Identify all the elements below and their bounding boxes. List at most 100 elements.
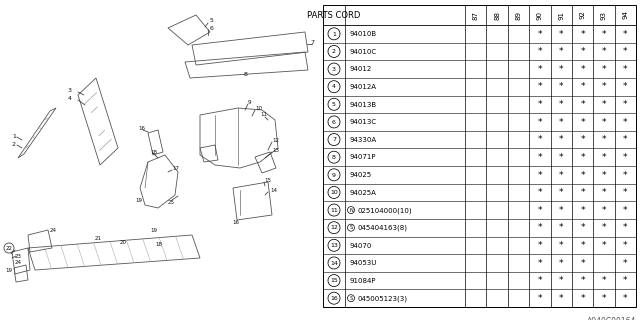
Text: *: * (602, 153, 606, 162)
Bar (323, 5, 636, 307)
Text: 94010C: 94010C (350, 49, 377, 55)
Text: *: * (580, 171, 585, 180)
Text: *: * (602, 47, 606, 56)
Text: 15: 15 (330, 278, 338, 284)
Text: 025104000(10): 025104000(10) (357, 207, 412, 214)
Text: 6: 6 (332, 120, 336, 125)
Text: 91084P: 91084P (350, 278, 376, 284)
Text: *: * (580, 206, 585, 215)
Text: 94330A: 94330A (350, 137, 377, 143)
Text: *: * (538, 171, 542, 180)
Text: *: * (559, 223, 563, 233)
Text: *: * (559, 47, 563, 56)
Text: 6: 6 (210, 26, 214, 30)
Text: 89: 89 (515, 11, 522, 20)
Text: *: * (538, 276, 542, 285)
Text: *: * (559, 83, 563, 92)
Text: 94025: 94025 (350, 172, 372, 178)
Text: *: * (623, 65, 628, 74)
Text: S: S (349, 226, 353, 230)
Text: *: * (623, 206, 628, 215)
Text: 13: 13 (330, 243, 338, 248)
Text: 94: 94 (622, 11, 628, 20)
Text: *: * (623, 241, 628, 250)
Text: 8: 8 (244, 73, 248, 77)
Text: 19: 19 (135, 197, 142, 203)
Text: 1: 1 (12, 134, 16, 140)
Text: 10: 10 (330, 190, 338, 195)
Text: *: * (538, 259, 542, 268)
Text: *: * (580, 259, 585, 268)
Text: 94012: 94012 (350, 66, 372, 72)
Text: *: * (559, 135, 563, 144)
Text: *: * (602, 241, 606, 250)
Text: 7: 7 (332, 137, 336, 142)
Text: *: * (538, 294, 542, 303)
Text: 94053U: 94053U (350, 260, 378, 266)
Text: 9: 9 (248, 100, 252, 105)
Text: 23: 23 (15, 253, 22, 259)
Text: 17: 17 (172, 165, 179, 171)
Text: *: * (602, 206, 606, 215)
Text: 16: 16 (232, 220, 239, 225)
Text: 045404163(8): 045404163(8) (357, 225, 407, 231)
Text: 1: 1 (332, 32, 336, 36)
Text: *: * (623, 83, 628, 92)
Text: *: * (559, 153, 563, 162)
Text: 87: 87 (473, 11, 479, 20)
Text: 24: 24 (50, 228, 57, 234)
Text: 19: 19 (5, 268, 12, 273)
Text: *: * (623, 294, 628, 303)
Text: 12: 12 (272, 138, 279, 142)
Text: 2: 2 (12, 142, 16, 148)
Text: 16: 16 (330, 296, 338, 301)
Text: 25: 25 (168, 199, 175, 204)
Text: *: * (538, 206, 542, 215)
Text: *: * (623, 188, 628, 197)
Text: *: * (559, 100, 563, 109)
Text: *: * (580, 135, 585, 144)
Text: *: * (559, 171, 563, 180)
Text: *: * (580, 223, 585, 233)
Text: *: * (559, 259, 563, 268)
Text: 88: 88 (494, 11, 500, 20)
Text: *: * (580, 153, 585, 162)
Text: *: * (580, 30, 585, 39)
Text: 7: 7 (310, 39, 314, 44)
Text: 3: 3 (332, 67, 336, 72)
Text: 22: 22 (6, 246, 13, 251)
Text: 18: 18 (150, 149, 157, 155)
Text: *: * (538, 65, 542, 74)
Text: *: * (559, 241, 563, 250)
Text: *: * (623, 276, 628, 285)
Text: *: * (538, 118, 542, 127)
Text: N: N (349, 208, 353, 213)
Text: *: * (538, 188, 542, 197)
Text: A940C00164: A940C00164 (587, 317, 636, 320)
Text: *: * (538, 83, 542, 92)
Text: *: * (602, 83, 606, 92)
Text: *: * (580, 47, 585, 56)
Text: 13: 13 (272, 148, 279, 153)
Text: *: * (623, 47, 628, 56)
Text: *: * (538, 241, 542, 250)
Text: 94013B: 94013B (350, 102, 377, 108)
Text: *: * (580, 294, 585, 303)
Text: 11: 11 (260, 113, 267, 117)
Text: 14: 14 (330, 261, 338, 266)
Text: 24: 24 (15, 260, 22, 266)
Text: *: * (623, 118, 628, 127)
Text: *: * (580, 276, 585, 285)
Text: *: * (623, 153, 628, 162)
Text: 94012A: 94012A (350, 84, 377, 90)
Text: 5: 5 (210, 19, 214, 23)
Text: *: * (559, 294, 563, 303)
Text: 94025A: 94025A (350, 190, 377, 196)
Text: *: * (580, 65, 585, 74)
Text: 92: 92 (580, 11, 586, 20)
Text: *: * (538, 100, 542, 109)
Text: *: * (559, 118, 563, 127)
Text: *: * (580, 100, 585, 109)
Text: *: * (602, 294, 606, 303)
Text: *: * (602, 135, 606, 144)
